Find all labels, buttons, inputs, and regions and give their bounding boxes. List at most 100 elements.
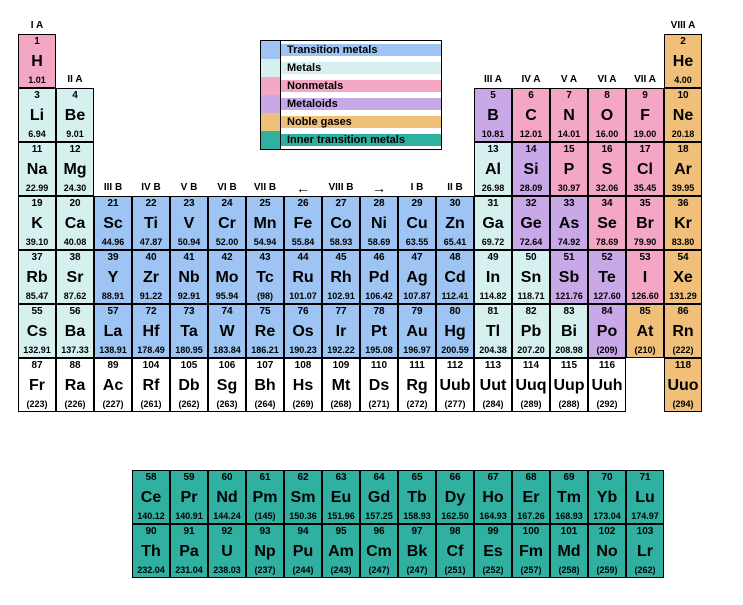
atomic-number: 104	[133, 361, 169, 371]
element-Uuq: 114Uuq(289)	[512, 358, 550, 412]
element-symbol: Ra	[57, 378, 93, 394]
atomic-mass: 144.24	[209, 512, 245, 521]
element-Xe: 54Xe131.29	[664, 250, 702, 304]
element-symbol: Ag	[399, 270, 435, 286]
element-Ce: 58Ce140.12	[132, 470, 170, 524]
atomic-number: 73	[171, 307, 207, 317]
element-Uub: 112Uub(277)	[436, 358, 474, 412]
element-Fe: 26Fe55.84	[284, 196, 322, 250]
atomic-mass: 180.95	[171, 346, 207, 355]
element-symbol: Ge	[513, 216, 549, 232]
atomic-number: 115	[551, 361, 587, 371]
atomic-mass: (261)	[133, 400, 169, 409]
element-Be: 4Be9.01	[56, 88, 94, 142]
atomic-mass: (145)	[247, 512, 283, 521]
element-symbol: H	[19, 54, 55, 70]
element-La: 57La138.91	[94, 304, 132, 358]
element-N: 7N14.01	[550, 88, 588, 142]
element-symbol: Uuq	[513, 378, 549, 394]
element-symbol: Tb	[399, 490, 435, 506]
element-Gd: 64Gd157.25	[360, 470, 398, 524]
atomic-mass: 87.62	[57, 292, 93, 301]
atomic-mass: 39.95	[665, 184, 701, 193]
atomic-number: 116	[589, 361, 625, 371]
element-He: 2He4.00	[664, 34, 702, 88]
element-Na: 11Na22.99	[18, 142, 56, 196]
atomic-mass: 207.20	[513, 346, 549, 355]
atomic-number: 107	[247, 361, 283, 371]
element-symbol: Mo	[209, 270, 245, 286]
element-symbol: Pb	[513, 324, 549, 340]
element-Sr: 38Sr87.62	[56, 250, 94, 304]
atomic-mass: 78.69	[589, 238, 625, 247]
atomic-number: 23	[171, 199, 207, 209]
element-symbol: U	[209, 544, 245, 560]
element-symbol: Cf	[437, 544, 473, 560]
atomic-mass: 55.84	[285, 238, 321, 247]
atomic-number: 41	[171, 253, 207, 263]
element-Bi: 83Bi208.98	[550, 304, 588, 358]
element-symbol: Br	[627, 216, 663, 232]
atomic-number: 84	[589, 307, 625, 317]
element-symbol: Mt	[323, 378, 359, 394]
atomic-number: 101	[551, 527, 587, 537]
element-Nb: 41Nb92.91	[170, 250, 208, 304]
atomic-number: 19	[19, 199, 55, 209]
element-symbol: Pr	[171, 490, 207, 506]
element-symbol: Ru	[285, 270, 321, 286]
atomic-number: 1	[19, 37, 55, 47]
element-Lu: 71Lu174.97	[626, 470, 664, 524]
element-symbol: Os	[285, 324, 321, 340]
atomic-number: 85	[627, 307, 663, 317]
atomic-mass: (259)	[589, 566, 625, 575]
atomic-number: 25	[247, 199, 283, 209]
element-Cu: 29Cu63.55	[398, 196, 436, 250]
atomic-number: 76	[285, 307, 321, 317]
atomic-number: 24	[209, 199, 245, 209]
atomic-mass: 167.26	[513, 512, 549, 521]
element-Ni: 28Ni58.69	[360, 196, 398, 250]
atomic-mass: 50.94	[171, 238, 207, 247]
element-C: 6C12.01	[512, 88, 550, 142]
atomic-number: 105	[171, 361, 207, 371]
element-symbol: W	[209, 324, 245, 340]
legend-label: Metals	[281, 62, 441, 74]
element-symbol: Si	[513, 162, 549, 178]
legend-swatch	[261, 59, 281, 77]
atomic-mass: 164.93	[475, 512, 511, 521]
atomic-mass: 58.69	[361, 238, 397, 247]
element-Fr: 87Fr(223)	[18, 358, 56, 412]
element-Tb: 65Tb158.93	[398, 470, 436, 524]
atomic-number: 83	[551, 307, 587, 317]
element-Uuh: 116Uuh(292)	[588, 358, 626, 412]
legend-swatch	[261, 77, 281, 95]
atomic-mass: 112.41	[437, 292, 473, 301]
atomic-mass: 63.55	[399, 238, 435, 247]
atomic-number: 94	[285, 527, 321, 537]
atomic-mass: 74.92	[551, 238, 587, 247]
element-symbol: Am	[323, 544, 359, 560]
element-Er: 68Er167.26	[512, 470, 550, 524]
legend-swatch	[261, 41, 281, 59]
element-symbol: B	[475, 108, 511, 124]
atomic-mass: 106.42	[361, 292, 397, 301]
element-symbol: Pt	[361, 324, 397, 340]
atomic-mass: (271)	[361, 400, 397, 409]
element-symbol: Re	[247, 324, 283, 340]
atomic-number: 93	[247, 527, 283, 537]
element-Mn: 25Mn54.94	[246, 196, 284, 250]
atomic-mass: 121.76	[551, 292, 587, 301]
atomic-number: 11	[19, 145, 55, 155]
element-Rh: 45Rh102.91	[322, 250, 360, 304]
atomic-mass: (292)	[589, 400, 625, 409]
atomic-number: 16	[589, 145, 625, 155]
element-Pd: 46Pd106.42	[360, 250, 398, 304]
element-symbol: Uut	[475, 378, 511, 394]
element-Os: 76Os190.23	[284, 304, 322, 358]
atomic-number: 8	[589, 91, 625, 101]
element-symbol: Sb	[551, 270, 587, 286]
element-Hs: 108Hs(269)	[284, 358, 322, 412]
element-symbol: Pu	[285, 544, 321, 560]
element-Zn: 30Zn65.41	[436, 196, 474, 250]
element-symbol: Th	[133, 544, 169, 560]
